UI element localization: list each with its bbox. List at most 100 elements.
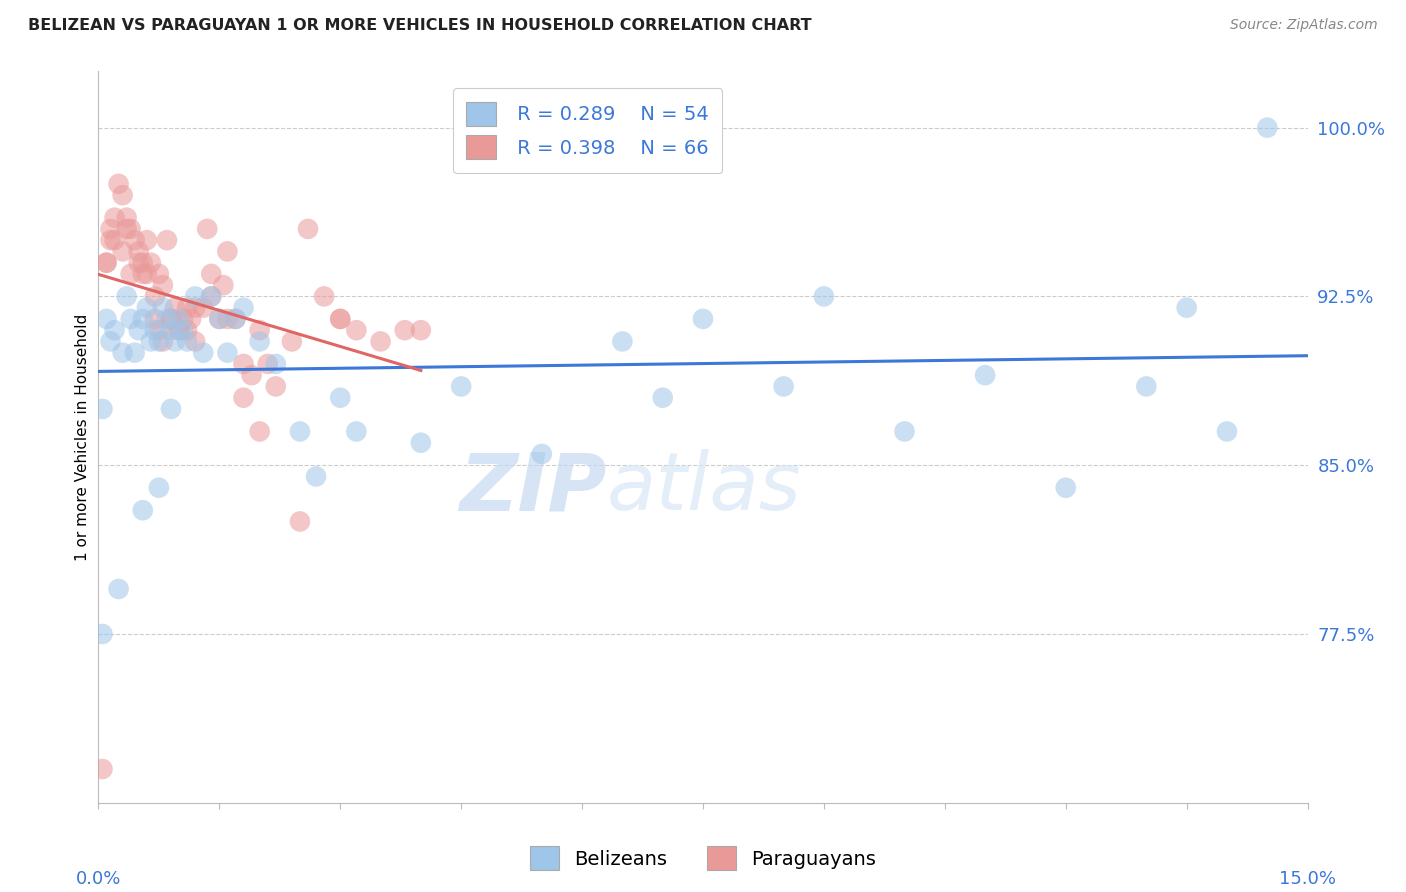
- Point: [103, 211, 125, 225]
- Point: [193, 301, 215, 315]
- Point: [128, 244, 150, 259]
- Point: [329, 312, 352, 326]
- Point: [217, 244, 239, 259]
- Point: [1054, 481, 1077, 495]
- Point: [100, 222, 122, 236]
- Text: BELIZEAN VS PARAGUAYAN 1 OR MORE VEHICLES IN HOUSEHOLD CORRELATION CHART: BELIZEAN VS PARAGUAYAN 1 OR MORE VEHICLE…: [28, 18, 811, 33]
- Point: [152, 334, 174, 349]
- Point: [100, 334, 122, 349]
- Point: [651, 391, 673, 405]
- Point: [91, 401, 114, 416]
- Point: [329, 312, 352, 326]
- Point: [135, 267, 157, 281]
- Point: [111, 345, 134, 359]
- Y-axis label: 1 or more Vehicles in Household: 1 or more Vehicles in Household: [75, 313, 90, 561]
- Text: atlas: atlas: [606, 450, 801, 527]
- Point: [115, 222, 138, 236]
- Point: [193, 345, 215, 359]
- Point: [167, 312, 190, 326]
- Point: [409, 435, 432, 450]
- Point: [240, 368, 263, 383]
- Point: [143, 323, 166, 337]
- Text: 0.0%: 0.0%: [76, 871, 121, 888]
- Point: [172, 323, 194, 337]
- Point: [1216, 425, 1239, 439]
- Point: [111, 244, 134, 259]
- Point: [813, 289, 835, 303]
- Point: [232, 357, 254, 371]
- Point: [217, 312, 239, 326]
- Point: [96, 255, 118, 269]
- Point: [132, 312, 155, 326]
- Point: [176, 323, 198, 337]
- Point: [139, 334, 162, 349]
- Point: [184, 301, 207, 315]
- Point: [314, 289, 336, 303]
- Point: [115, 211, 138, 225]
- Point: [152, 301, 174, 315]
- Point: [148, 267, 170, 281]
- Point: [120, 222, 142, 236]
- Text: Source: ZipAtlas.com: Source: ZipAtlas.com: [1230, 18, 1378, 32]
- Point: [1256, 120, 1278, 135]
- Point: [200, 289, 222, 303]
- Point: [212, 278, 235, 293]
- Text: 15.0%: 15.0%: [1279, 871, 1336, 888]
- Point: [156, 312, 179, 326]
- Point: [530, 447, 553, 461]
- Point: [224, 312, 246, 326]
- Text: ZIP: ZIP: [458, 450, 606, 527]
- Point: [893, 425, 915, 439]
- Point: [1175, 301, 1198, 315]
- Point: [224, 312, 246, 326]
- Point: [200, 267, 222, 281]
- Point: [167, 323, 190, 337]
- Point: [132, 255, 155, 269]
- Point: [163, 301, 186, 315]
- Point: [288, 425, 311, 439]
- Point: [249, 334, 271, 349]
- Point: [128, 255, 150, 269]
- Point: [450, 379, 472, 393]
- Point: [96, 312, 118, 326]
- Point: [176, 301, 198, 315]
- Point: [103, 323, 125, 337]
- Point: [148, 481, 170, 495]
- Point: [124, 233, 146, 247]
- Point: [139, 255, 162, 269]
- Point: [176, 334, 198, 349]
- Point: [344, 425, 367, 439]
- Point: [394, 323, 416, 337]
- Point: [148, 334, 170, 349]
- Point: [772, 379, 794, 393]
- Point: [160, 312, 183, 326]
- Point: [111, 188, 134, 202]
- Point: [132, 503, 155, 517]
- Point: [120, 312, 142, 326]
- Point: [135, 301, 157, 315]
- Point: [281, 334, 304, 349]
- Legend:  R = 0.289    N = 54,  R = 0.398    N = 66: R = 0.289 N = 54, R = 0.398 N = 66: [453, 88, 723, 173]
- Point: [143, 289, 166, 303]
- Point: [160, 312, 183, 326]
- Point: [249, 425, 271, 439]
- Point: [200, 289, 222, 303]
- Point: [232, 301, 254, 315]
- Point: [135, 233, 157, 247]
- Point: [264, 379, 287, 393]
- Point: [249, 323, 271, 337]
- Point: [1135, 379, 1157, 393]
- Point: [184, 334, 207, 349]
- Point: [152, 278, 174, 293]
- Point: [297, 222, 319, 236]
- Point: [208, 312, 231, 326]
- Point: [172, 312, 194, 326]
- Point: [288, 515, 311, 529]
- Point: [107, 177, 129, 191]
- Point: [232, 391, 254, 405]
- Point: [167, 323, 190, 337]
- Point: [264, 357, 287, 371]
- Point: [103, 233, 125, 247]
- Point: [160, 401, 183, 416]
- Point: [974, 368, 997, 383]
